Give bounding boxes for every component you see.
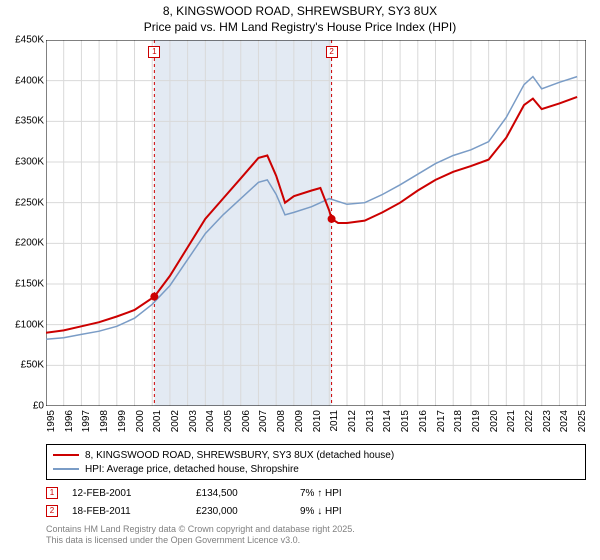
- x-tick-label: 2019: [471, 410, 482, 440]
- marker-box: 2: [326, 46, 338, 58]
- y-tick-label: £450K: [0, 35, 44, 46]
- x-tick-label: 2023: [542, 410, 553, 440]
- sale-dot: [328, 215, 336, 223]
- sales-pct: 7% ↑ HPI: [300, 488, 410, 499]
- x-tick-label: 1999: [117, 410, 128, 440]
- y-tick-label: £350K: [0, 116, 44, 127]
- x-tick-label: 2015: [400, 410, 411, 440]
- y-tick-label: £400K: [0, 75, 44, 86]
- x-tick-label: 1998: [99, 410, 110, 440]
- y-tick-label: £100K: [0, 319, 44, 330]
- title-block: 8, KINGSWOOD ROAD, SHREWSBURY, SY3 8UX P…: [0, 0, 600, 35]
- footer-line-2: This data is licensed under the Open Gov…: [46, 535, 355, 546]
- legend-label: 8, KINGSWOOD ROAD, SHREWSBURY, SY3 8UX (…: [85, 450, 394, 461]
- y-tick-label: £250K: [0, 197, 44, 208]
- x-tick-label: 2010: [312, 410, 323, 440]
- y-tick-label: £0: [0, 401, 44, 412]
- shaded-band: [154, 40, 331, 406]
- x-tick-label: 2012: [347, 410, 358, 440]
- title-line-1: 8, KINGSWOOD ROAD, SHREWSBURY, SY3 8UX: [0, 4, 600, 20]
- x-tick-label: 1997: [81, 410, 92, 440]
- x-tick-label: 2005: [223, 410, 234, 440]
- sales-pct: 9% ↓ HPI: [300, 506, 410, 517]
- sales-date: 12-FEB-2001: [72, 488, 182, 499]
- x-tick-label: 2022: [524, 410, 535, 440]
- x-tick-label: 2017: [436, 410, 447, 440]
- x-tick-label: 2001: [152, 410, 163, 440]
- x-tick-label: 2003: [188, 410, 199, 440]
- x-tick-label: 1995: [46, 410, 57, 440]
- chart-container: 8, KINGSWOOD ROAD, SHREWSBURY, SY3 8UX P…: [0, 0, 600, 560]
- legend-swatch: [53, 454, 79, 456]
- sales-marker-box: 2: [46, 505, 58, 517]
- x-tick-label: 2020: [489, 410, 500, 440]
- marker-box: 1: [148, 46, 160, 58]
- x-tick-label: 2002: [170, 410, 181, 440]
- x-tick-label: 2007: [258, 410, 269, 440]
- footer-line-1: Contains HM Land Registry data © Crown c…: [46, 524, 355, 535]
- legend-swatch: [53, 468, 79, 470]
- sales-table: 1 12-FEB-2001 £134,500 7% ↑ HPI 2 18-FEB-2011…: [46, 484, 586, 520]
- x-tick-label: 2006: [241, 410, 252, 440]
- x-tick-label: 1996: [64, 410, 75, 440]
- x-tick-label: 2021: [506, 410, 517, 440]
- legend-row: HPI: Average price, detached house, Shro…: [53, 462, 579, 476]
- x-tick-label: 2016: [418, 410, 429, 440]
- legend-label: HPI: Average price, detached house, Shro…: [85, 464, 299, 475]
- legend: 8, KINGSWOOD ROAD, SHREWSBURY, SY3 8UX (…: [46, 444, 586, 480]
- sales-price: £134,500: [196, 488, 286, 499]
- x-tick-label: 2014: [382, 410, 393, 440]
- x-tick-label: 2009: [294, 410, 305, 440]
- sales-row: 2 18-FEB-2011 £230,000 9% ↓ HPI: [46, 502, 586, 520]
- x-tick-label: 2011: [329, 410, 340, 440]
- sales-row: 1 12-FEB-2001 £134,500 7% ↑ HPI: [46, 484, 586, 502]
- x-tick-label: 2004: [205, 410, 216, 440]
- x-tick-label: 2018: [453, 410, 464, 440]
- sale-dot: [150, 293, 158, 301]
- sales-date: 18-FEB-2011: [72, 506, 182, 517]
- sales-marker-box: 1: [46, 487, 58, 499]
- x-tick-label: 2024: [559, 410, 570, 440]
- legend-row: 8, KINGSWOOD ROAD, SHREWSBURY, SY3 8UX (…: [53, 448, 579, 462]
- x-tick-label: 2000: [135, 410, 146, 440]
- y-tick-label: £50K: [0, 360, 44, 371]
- y-tick-label: £300K: [0, 157, 44, 168]
- y-tick-label: £150K: [0, 279, 44, 290]
- x-tick-label: 2025: [577, 410, 588, 440]
- chart-plot-area: [46, 40, 586, 406]
- title-line-2: Price paid vs. HM Land Registry's House …: [0, 20, 600, 36]
- x-tick-label: 2008: [276, 410, 287, 440]
- chart-svg: [46, 40, 586, 406]
- sales-price: £230,000: [196, 506, 286, 517]
- footer: Contains HM Land Registry data © Crown c…: [46, 524, 355, 547]
- y-tick-label: £200K: [0, 238, 44, 249]
- x-tick-label: 2013: [365, 410, 376, 440]
